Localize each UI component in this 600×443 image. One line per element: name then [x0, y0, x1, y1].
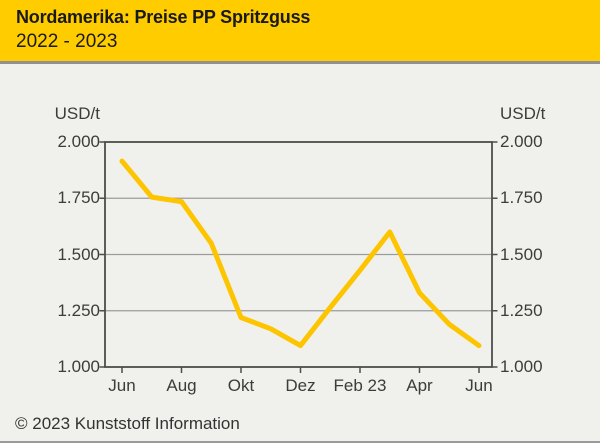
x-tick-label: Feb 23 [333, 376, 387, 395]
chart-header: Nordamerika: Preise PP Spritzguss 2022 -… [0, 0, 600, 64]
y-axis-unit-right: USD/t [500, 104, 546, 123]
chart-title: Nordamerika: Preise PP Spritzguss [16, 7, 311, 27]
price-series-line [119, 158, 482, 349]
x-tick-label: Apr [406, 376, 433, 395]
x-tick-label: Aug [166, 376, 197, 395]
y-tick-label-left: 2.000 [57, 132, 100, 151]
y-tick-label-right: 1.500 [500, 244, 543, 264]
y-tick-label-left: 1.500 [57, 244, 100, 264]
x-tick-label: Okt [227, 376, 255, 395]
x-tick-label: Jun [465, 376, 493, 395]
x-tick-label: Jun [108, 376, 136, 395]
y-tick-label-right: 1.750 [500, 188, 543, 208]
chart-subtitle: 2022 - 2023 [16, 31, 118, 52]
x-tick-label: Dez [285, 376, 316, 395]
y-tick-label-right: 1.000 [500, 357, 543, 376]
y-tick-label-left: 1.250 [57, 300, 100, 320]
copyright-notice: © 2023 Kunststoff Information [15, 414, 240, 433]
y-tick-label-right: 2.000 [500, 132, 543, 151]
y-tick-label-right: 1.250 [500, 300, 543, 320]
y-axis-unit-left: USD/t [54, 104, 100, 123]
y-tick-label-left: 1.750 [57, 188, 100, 208]
y-tick-label-left: 1.000 [57, 357, 100, 376]
